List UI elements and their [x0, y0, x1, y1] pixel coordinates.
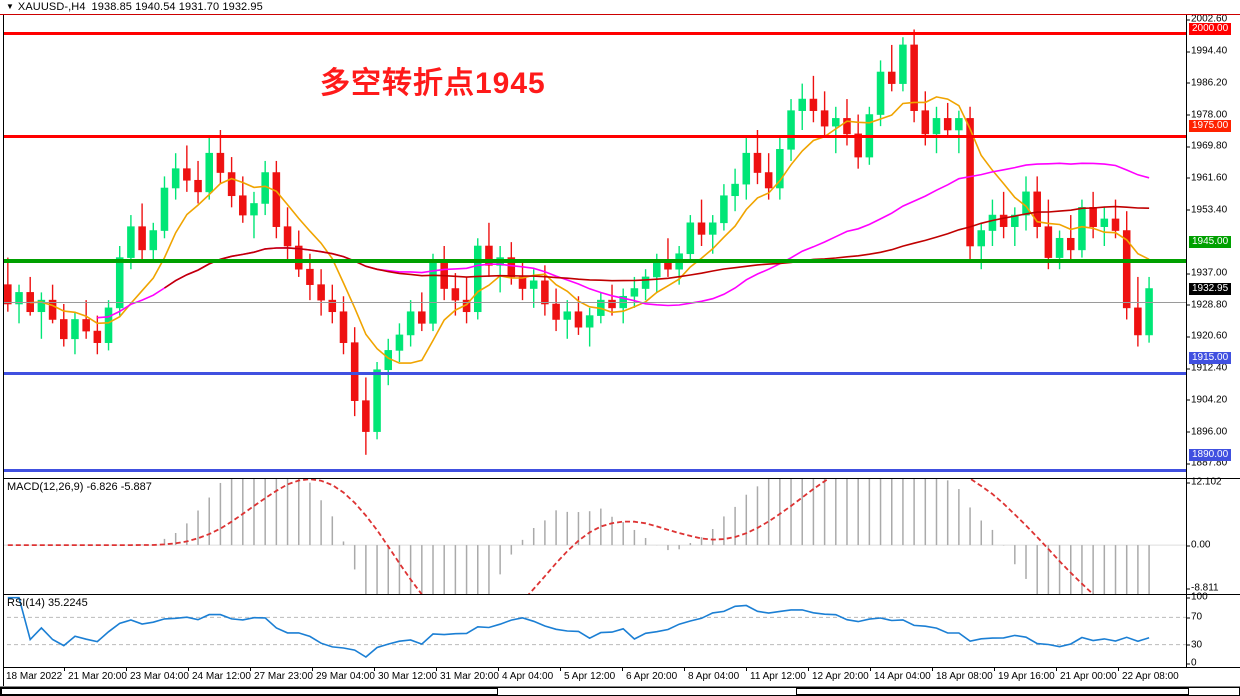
price-tick: 1986.20 [1186, 77, 1228, 89]
level-line-1890 [0, 469, 1186, 472]
macd-pane[interactable] [0, 479, 1186, 594]
price-tick: 1961.60 [1186, 172, 1228, 184]
symbol-header: ▼ XAUUSD-,H4 1938.85 1940.54 1931.70 193… [0, 0, 1240, 15]
macd-axis: 12.102 0.00 -8.811 [1186, 476, 1240, 594]
price-tick: 1969.80 [1186, 140, 1228, 152]
level-line-1915 [0, 372, 1186, 375]
time-tick: 29 Mar 04:00 [312, 667, 375, 682]
time-tick: 11 Apr 12:00 [746, 667, 806, 682]
price-tick: 1994.40 [1186, 45, 1228, 57]
price-axis[interactable]: 2002.60 1994.40 1986.20 1978.00 1969.80 1961.… [1186, 14, 1240, 478]
macd-tick: 12.102 [1187, 476, 1222, 488]
time-tick: 12 Apr 20:00 [808, 667, 869, 682]
level-line-2000 [0, 32, 1186, 35]
time-tick: 23 Mar 04:00 [126, 667, 189, 682]
price-tick: 2002.60 [1186, 13, 1228, 25]
left-border [0, 14, 4, 686]
price-tick: 1887.80 [1186, 457, 1228, 469]
rsi-tick: 100 [1187, 591, 1208, 603]
time-tick: 22 Apr 08:00 [1118, 667, 1179, 682]
macd-label: MACD(12,26,9) -6.826 -5.887 [7, 481, 152, 493]
price-tick: 1912.40 [1186, 362, 1228, 374]
rsi-label: RSI(14) 35.2245 [7, 597, 88, 609]
time-axis[interactable]: 18 Mar 2022 21 Mar 20:00 23 Mar 04:00 24 Ma… [0, 667, 1186, 686]
annotation-text: 多空转折点1945 [320, 67, 546, 100]
triangle-down-icon[interactable]: ▼ [6, 2, 14, 11]
price-tag-1932-95[interactable]: 1932.95 [1189, 282, 1232, 295]
price-tick: 1896.00 [1186, 426, 1228, 438]
price-tag-1890-00[interactable]: 1890.00 [1189, 448, 1232, 461]
macd-tick: -8.811 [1187, 582, 1219, 594]
price-tick: 1953.40 [1186, 204, 1228, 216]
rsi-pane[interactable] [0, 595, 1186, 667]
time-tick: 18 Apr 08:00 [932, 667, 993, 682]
time-tick: 8 Apr 04:00 [683, 667, 740, 682]
rsi-tick: 70 [1186, 611, 1203, 623]
time-tick: 6 Apr 20:00 [621, 667, 678, 682]
scrollbar-thumb[interactable] [1, 688, 498, 695]
rsi-tick: 30 [1186, 639, 1203, 651]
symbol-label: XAUUSD-,H4 [17, 1, 86, 13]
level-line-1945 [0, 259, 1186, 263]
price-tag-1975-00[interactable]: 1975.00 [1189, 120, 1232, 133]
price-tick: 1928.80 [1186, 299, 1228, 311]
rsi-axis: 100 70 30 0 [1186, 591, 1240, 669]
price-tag-1915-00[interactable]: 1915.00 [1189, 352, 1232, 365]
time-tick: 24 Mar 12:00 [188, 667, 251, 682]
price-pane[interactable]: 多空转折点1945 [0, 14, 1186, 478]
time-tick: 27 Mar 23:00 [250, 667, 313, 682]
price-tick: 1904.20 [1186, 394, 1228, 406]
scrollbar-thumb[interactable] [796, 688, 1189, 695]
rsi-series [0, 596, 1186, 658]
price-tag-1945-00[interactable]: 1945.00 [1189, 236, 1232, 249]
time-tick: 5 Apr 12:00 [559, 667, 616, 682]
time-tick: 21 Apr 00:00 [1056, 667, 1117, 682]
time-tick: 21 Mar 20:00 [64, 667, 127, 682]
time-tick: 30 Mar 12:00 [374, 667, 437, 682]
price-tick: 1920.60 [1186, 330, 1228, 342]
time-tick: 19 Apr 16:00 [994, 667, 1055, 682]
macd-series [0, 479, 1186, 594]
macd-tick: 0.00 [1186, 539, 1211, 551]
time-tick: 18 Mar 2022 [1, 667, 63, 682]
price-tick: 1978.00 [1186, 109, 1228, 121]
rsi-tick: 0 [1187, 657, 1197, 669]
price-tick: 1937.00 [1186, 267, 1228, 279]
level-line-1975 [0, 135, 1186, 138]
time-tick: 14 Apr 04:00 [870, 667, 931, 682]
time-tick: 4 Apr 04:00 [497, 667, 554, 682]
price-tag-2000-00[interactable]: 2000.00 [1189, 23, 1232, 36]
time-tick: 31 Mar 20:00 [436, 667, 499, 682]
ohlc-values: 1938.85 1940.54 1931.70 1932.95 [91, 1, 263, 13]
price-series [4, 29, 1153, 455]
level-line-last-price [0, 302, 1186, 303]
